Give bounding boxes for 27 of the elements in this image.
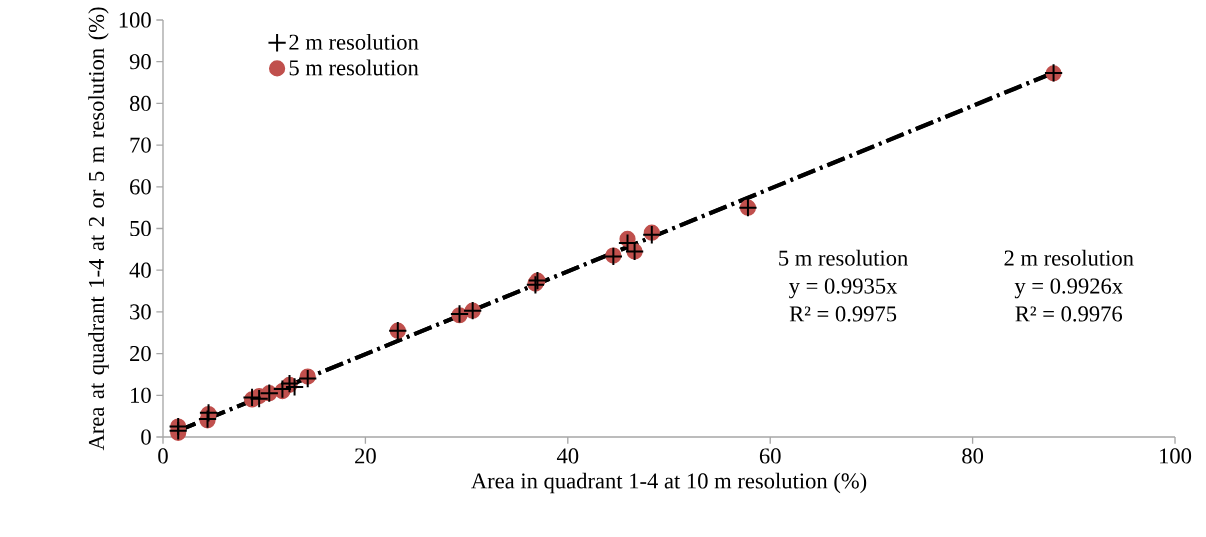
annotation: R² = 0.9975 [789,306,897,322]
annotation: 2 m resolution [1004,249,1134,266]
y-tick-label: 60 [130,179,151,195]
annotation: 5 m resolution [779,249,908,266]
x-tick-label: 0 [158,448,168,464]
y-tick-label: 80 [129,95,151,112]
x-tick-label: 60 [759,448,781,464]
x-tick-label: 100 [1160,448,1192,464]
x-tick-label: 80 [962,448,984,464]
y-axis-title: Area at quadrant 1-4 at 2 or 5 m resolution (%) [88,7,109,451]
x-tick-label: 20 [355,448,376,464]
legend-label: 2 m resolution [289,33,419,50]
annotation: R² = 0.9976 [1015,306,1123,322]
y-tick-label: 10 [131,387,151,403]
y-tick-label: 70 [130,137,151,153]
annotation: y = 0.9935x [788,278,898,299]
y-tick-label: 40 [129,262,151,278]
y-tick-label: 20 [130,345,151,362]
annotation: y = 0.9926x [1014,278,1123,299]
y-tick-label: 30 [130,304,151,320]
y-tick-label: 100 [119,12,151,28]
legend-label: 5 m resolution [289,59,419,76]
x-axis-title: Area in quadrant 1-4 at 10 m resolution (%) [471,472,867,494]
x-tick-label: 40 [556,448,579,464]
y-tick-label: 90 [129,54,151,70]
y-tick-label: 50 [130,220,151,237]
y-tick-label: 0 [141,429,151,445]
